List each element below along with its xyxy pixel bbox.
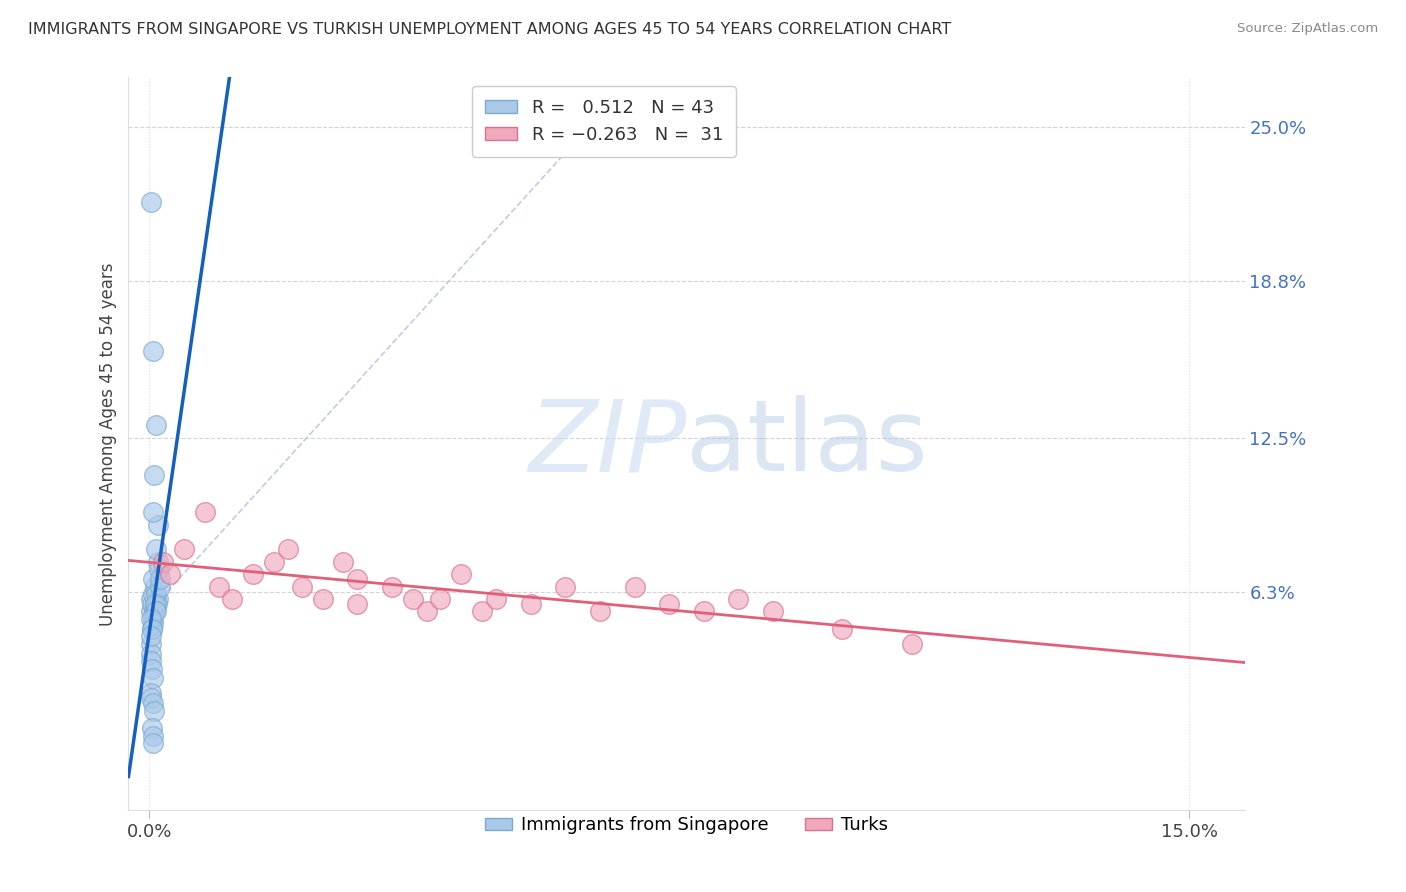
Point: [145, 597, 167, 611]
Point: [142, 612, 165, 626]
Point: [415, 604, 437, 618]
Point: [139, 686, 162, 700]
Text: Source: ZipAtlas.com: Source: ZipAtlas.com: [1237, 22, 1378, 36]
Point: [143, 604, 166, 618]
Text: atlas: atlas: [686, 395, 928, 492]
Point: [145, 604, 167, 618]
Point: [143, 467, 166, 482]
Point: [139, 647, 162, 661]
Point: [450, 567, 472, 582]
Point: [145, 542, 167, 557]
Point: [471, 604, 494, 618]
Point: [145, 418, 167, 433]
Point: [554, 580, 576, 594]
Point: [142, 572, 165, 586]
Point: [149, 580, 172, 594]
Point: [311, 592, 333, 607]
Point: [207, 580, 229, 594]
Point: [277, 542, 299, 557]
Point: [142, 505, 165, 519]
Point: [332, 555, 354, 569]
Point: [141, 597, 163, 611]
Point: [346, 597, 368, 611]
Point: [141, 622, 163, 636]
Point: [429, 592, 451, 607]
Point: [143, 604, 166, 618]
Point: [263, 555, 285, 569]
Point: [142, 696, 165, 710]
Point: [519, 597, 541, 611]
Legend: Immigrants from Singapore, Turks: Immigrants from Singapore, Turks: [478, 809, 896, 841]
Point: [141, 629, 163, 643]
Text: ZIP: ZIP: [529, 395, 686, 492]
Point: [142, 672, 165, 686]
Point: [173, 542, 195, 557]
Point: [146, 592, 169, 607]
Point: [291, 580, 314, 594]
Point: [159, 567, 181, 582]
Point: [146, 517, 169, 532]
Point: [346, 572, 368, 586]
Point: [146, 597, 169, 611]
Point: [381, 580, 404, 594]
Point: [831, 622, 853, 636]
Point: [139, 612, 162, 626]
Point: [485, 592, 508, 607]
Point: [139, 604, 162, 618]
Point: [141, 622, 163, 636]
Point: [589, 604, 612, 618]
Point: [194, 505, 217, 519]
Point: [142, 343, 165, 358]
Point: [142, 729, 165, 743]
Point: [141, 654, 163, 668]
Point: [242, 567, 264, 582]
Point: [142, 616, 165, 631]
Point: [152, 555, 174, 569]
Point: [149, 572, 172, 586]
Point: [727, 592, 749, 607]
Point: [141, 592, 163, 607]
Point: [693, 604, 716, 618]
Point: [143, 704, 166, 718]
Point: [141, 691, 163, 706]
Point: [141, 662, 163, 676]
Point: [142, 587, 165, 601]
Point: [142, 736, 165, 750]
Text: IMMIGRANTS FROM SINGAPORE VS TURKISH UNEMPLOYMENT AMONG AGES 45 TO 54 YEARS CORR: IMMIGRANTS FROM SINGAPORE VS TURKISH UNE…: [28, 22, 952, 37]
Point: [143, 597, 166, 611]
Point: [143, 580, 166, 594]
Point: [141, 637, 163, 651]
Point: [148, 555, 170, 569]
Point: [658, 597, 681, 611]
Point: [145, 587, 167, 601]
Point: [221, 592, 243, 607]
Point: [762, 604, 785, 618]
Point: [141, 721, 163, 735]
Point: [148, 562, 170, 576]
Point: [402, 592, 425, 607]
Point: [623, 580, 645, 594]
Y-axis label: Unemployment Among Ages 45 to 54 years: Unemployment Among Ages 45 to 54 years: [100, 262, 117, 625]
Point: [141, 194, 163, 209]
Point: [901, 637, 924, 651]
